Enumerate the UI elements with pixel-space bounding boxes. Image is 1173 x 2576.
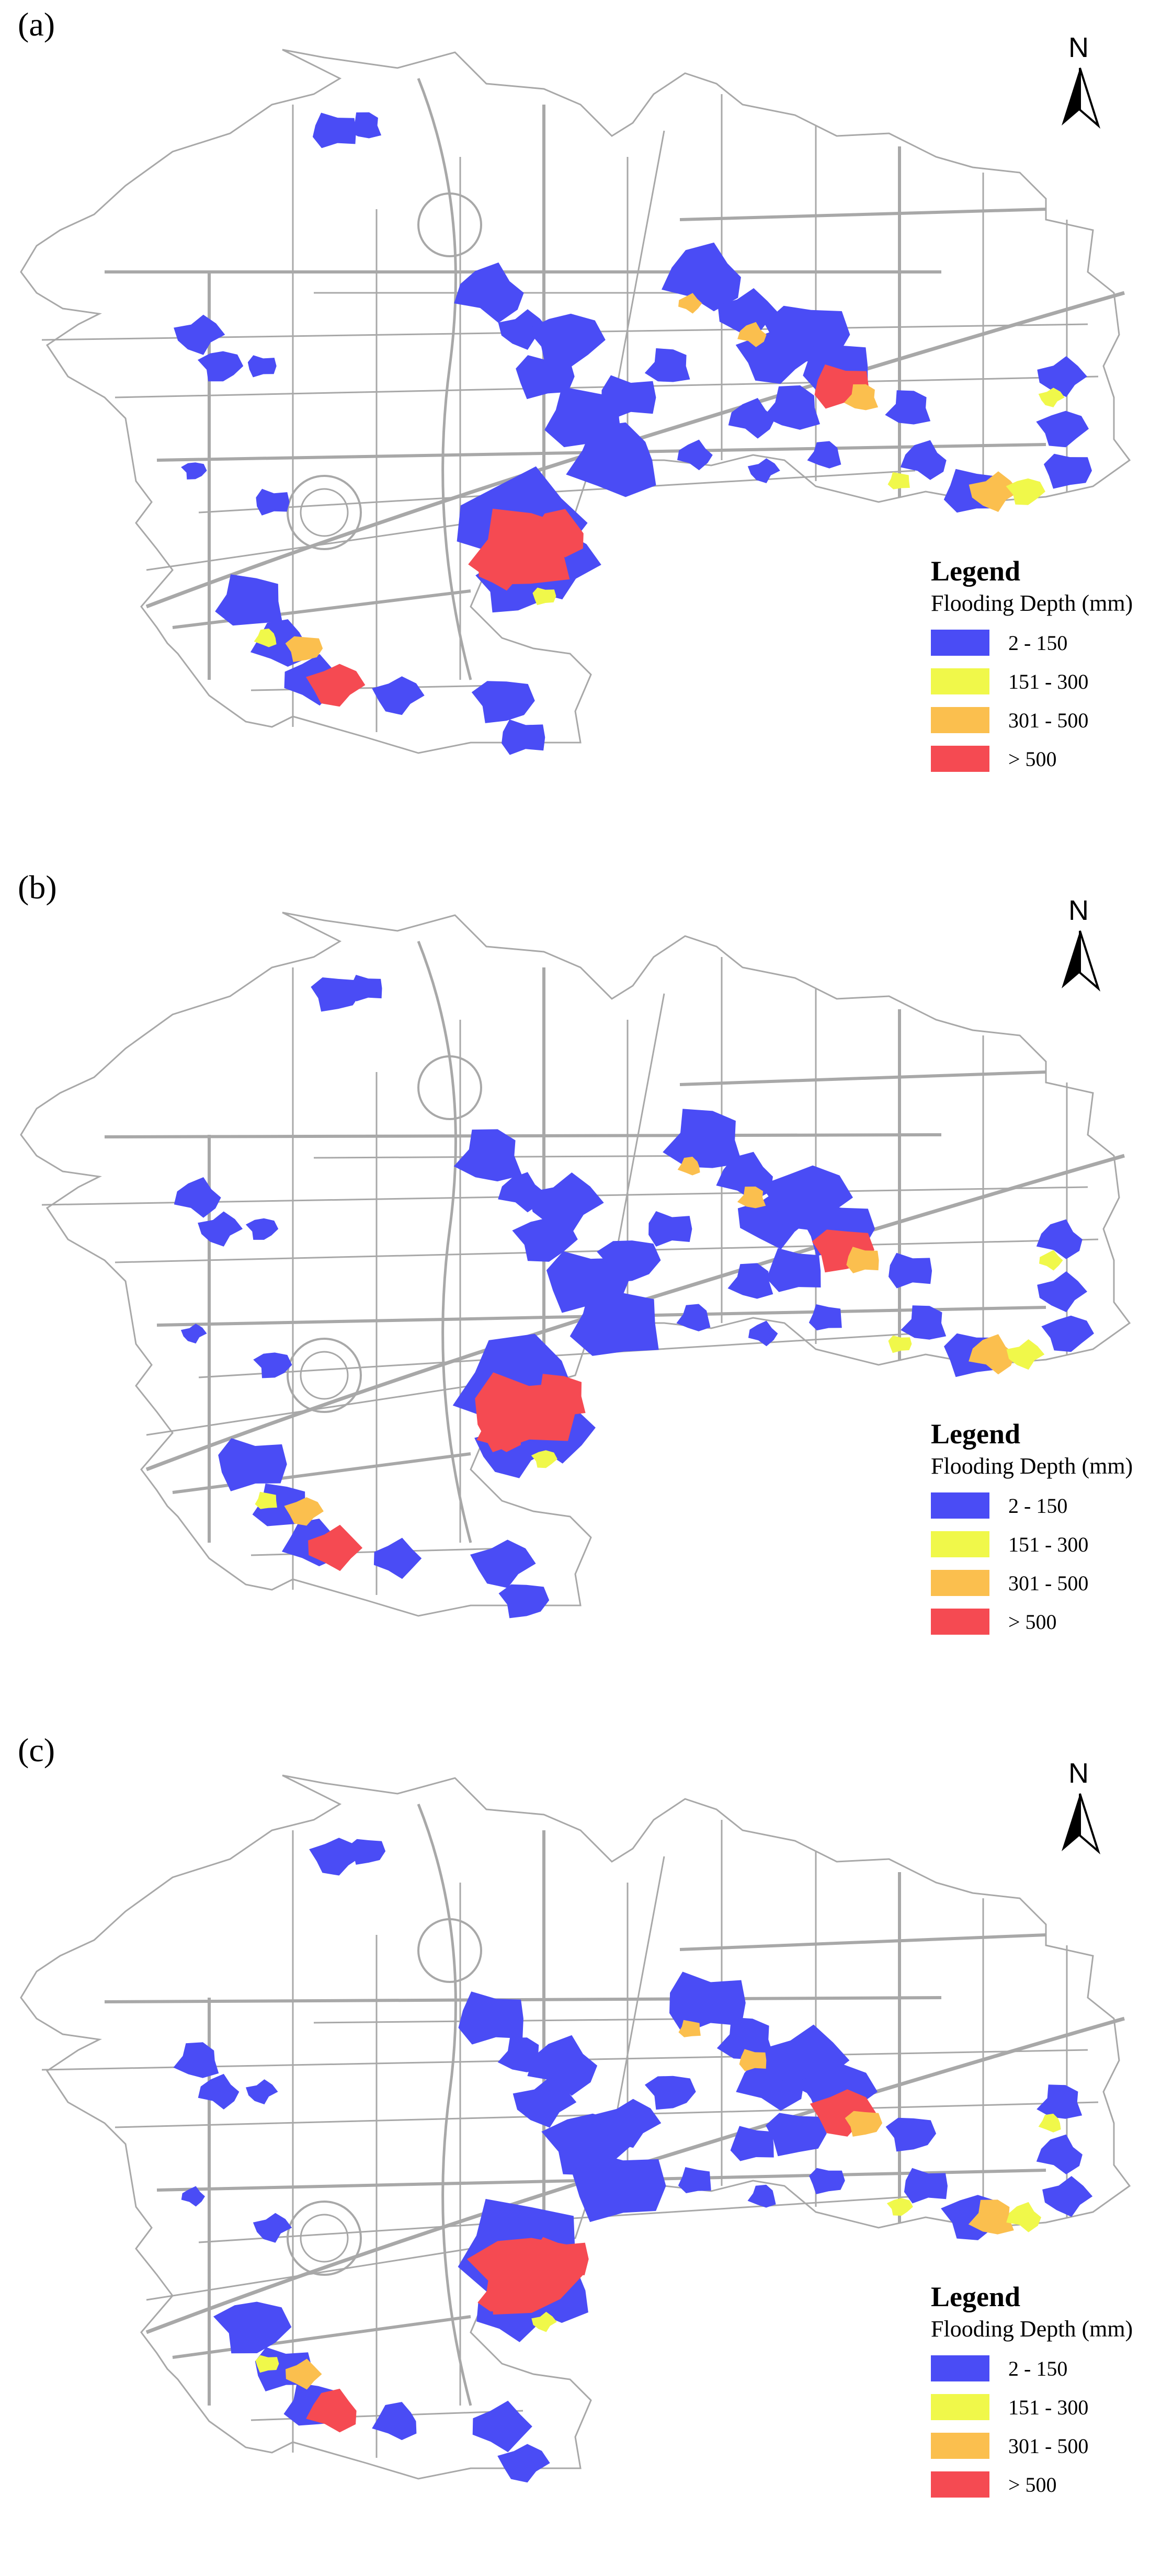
legend-item-label: 151 - 300 <box>1008 1532 1089 1556</box>
legend-item: 301 - 500 <box>931 701 1161 739</box>
map-panel-c: (c) N Legend Flooding Depth (mm) 2 - 150… <box>0 1726 1173 2576</box>
legend-item: 151 - 300 <box>931 1525 1161 1564</box>
legend-swatch <box>931 1492 989 1519</box>
legend-swatch <box>931 707 989 733</box>
legend-item-label: > 500 <box>1008 2472 1057 2497</box>
legend-item-label: 2 - 150 <box>1008 1494 1068 1518</box>
panel-label: (b) <box>18 869 57 906</box>
legend-item-label: 301 - 500 <box>1008 2434 1089 2458</box>
legend-subtitle: Flooding Depth (mm) <box>931 2316 1133 2342</box>
legend: Legend Flooding Depth (mm) 2 - 150 151 -… <box>931 1417 1161 1641</box>
legend-item: 2 - 150 <box>931 623 1161 662</box>
flood-map <box>20 911 1131 1618</box>
legend-item-label: 151 - 300 <box>1008 2395 1089 2419</box>
legend-title: Legend <box>931 2281 1021 2312</box>
north-arrow-icon <box>1062 930 1101 992</box>
legend-subtitle: Flooding Depth (mm) <box>931 1453 1133 1479</box>
legend-item-label: > 500 <box>1008 1610 1057 1634</box>
legend-item: 151 - 300 <box>931 662 1161 701</box>
legend-item: 151 - 300 <box>931 2388 1161 2426</box>
legend-swatch <box>931 1531 989 1557</box>
panel-label: (a) <box>18 6 55 43</box>
legend-title: Legend <box>931 555 1021 587</box>
legend-subtitle: Flooding Depth (mm) <box>931 590 1133 616</box>
legend: Legend Flooding Depth (mm) 2 - 150 151 -… <box>931 2280 1161 2504</box>
panel-label: (c) <box>18 1731 55 1769</box>
legend-swatch <box>931 630 989 656</box>
legend-item-label: 2 - 150 <box>1008 631 1068 655</box>
legend-title: Legend <box>931 1418 1021 1450</box>
legend-item: 2 - 150 <box>931 2349 1161 2388</box>
legend-item-label: 2 - 150 <box>1008 2356 1068 2380</box>
legend-swatch <box>931 2471 989 2498</box>
north-letter: N <box>1068 895 1089 926</box>
legend-swatch <box>931 2355 989 2381</box>
legend-item: 301 - 500 <box>931 1564 1161 1602</box>
legend-swatch <box>931 1570 989 1596</box>
map-panel-b: (b) N Legend Flooding Depth (mm) 2 - 150… <box>0 863 1173 1713</box>
legend-item-label: > 500 <box>1008 747 1057 771</box>
legend-swatch <box>931 1609 989 1635</box>
legend-item-label: 301 - 500 <box>1008 1571 1089 1595</box>
legend: Legend Flooding Depth (mm) 2 - 150 151 -… <box>931 554 1161 778</box>
flood-map <box>20 49 1131 755</box>
legend-swatch <box>931 2433 989 2459</box>
north-letter: N <box>1068 1758 1089 1789</box>
map-panel-a: (a) N Legend Flooding Depth (mm) 2 - 150… <box>0 0 1173 850</box>
north-arrow-icon <box>1062 1793 1101 1855</box>
legend-item: > 500 <box>931 2465 1161 2504</box>
north-arrow-icon <box>1062 67 1101 129</box>
legend-item-label: 151 - 300 <box>1008 669 1089 693</box>
legend-item: > 500 <box>931 739 1161 778</box>
legend-item: > 500 <box>931 1602 1161 1641</box>
legend-item-label: 301 - 500 <box>1008 708 1089 732</box>
legend-item: 301 - 500 <box>931 2426 1161 2465</box>
legend-swatch <box>931 746 989 772</box>
flood-map <box>20 1774 1131 2483</box>
legend-swatch <box>931 668 989 694</box>
legend-swatch <box>931 2394 989 2420</box>
legend-item: 2 - 150 <box>931 1486 1161 1525</box>
north-letter: N <box>1068 32 1089 63</box>
